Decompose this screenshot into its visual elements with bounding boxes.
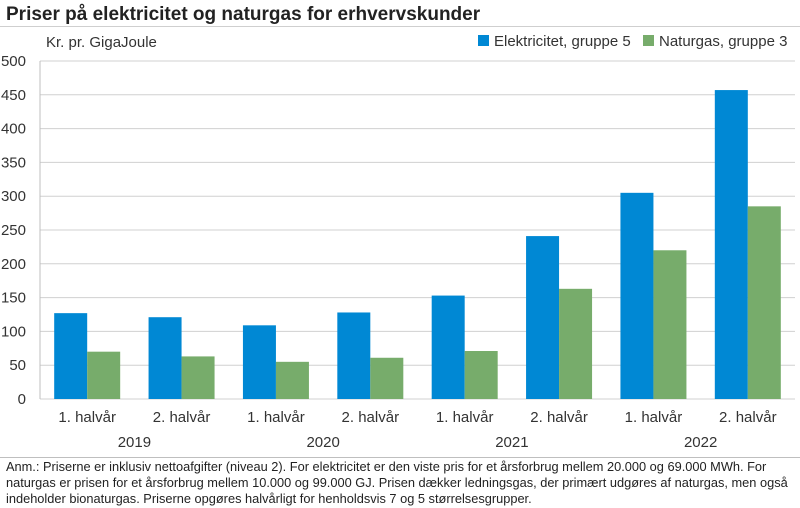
y-axis-label: Kr. pr. GigaJoule: [46, 34, 157, 51]
legend-label: Elektricitet, gruppe 5: [494, 33, 631, 50]
x-tick-label: 1. halvår: [625, 409, 683, 426]
footnote: Anm.: Priserne er inklusiv nettoafgifter…: [6, 459, 788, 506]
x-tick-label: 2. halvår: [719, 409, 777, 426]
bar-chart: 0 50 100 150 200 250 300 350 400 450 500 Kr. pr. Gi…: [1, 33, 795, 451]
y-tick-label: 150: [1, 290, 26, 307]
bar-naturgas: [464, 351, 498, 399]
y-tick-label: 200: [1, 256, 26, 273]
bar-elektricitet: [526, 236, 560, 399]
x-group-label: 2020: [306, 434, 339, 451]
bar-naturgas: [181, 356, 215, 399]
bar-elektricitet: [242, 325, 276, 399]
legend-swatch: [643, 35, 654, 46]
bar-naturgas: [747, 206, 781, 399]
x-group-label: 2021: [495, 434, 528, 451]
y-tick-label: 300: [1, 188, 26, 205]
x-group-label: 2019: [118, 434, 151, 451]
bar-naturgas: [87, 351, 121, 399]
chart-frame: 0 50 100 150 200 250 300 350 400 450 500 Kr. pr. Gi…: [0, 26, 800, 458]
x-tick-label: 1. halvår: [247, 409, 305, 426]
bar-elektricitet: [431, 295, 465, 399]
y-tick-label: 250: [1, 222, 26, 239]
x-tick-label: 2. halvår: [153, 409, 211, 426]
x-tick-label: 2. halvår: [342, 409, 400, 426]
bar-naturgas: [370, 357, 404, 399]
bar-elektricitet: [620, 192, 654, 399]
bar-naturgas: [559, 288, 593, 399]
x-tick-label: 2. halvår: [530, 409, 588, 426]
y-tick-label: 500: [1, 53, 26, 70]
x-tick-label: 1. halvår: [436, 409, 494, 426]
bar-elektricitet: [714, 90, 748, 400]
chart-title: Priser på elektricitet og naturgas for e…: [6, 4, 481, 25]
y-tick-label: 350: [1, 154, 26, 171]
y-tick-label: 0: [18, 391, 26, 408]
bar-elektricitet: [148, 317, 182, 399]
bar-elektricitet: [337, 312, 371, 399]
bar-naturgas: [275, 361, 309, 399]
x-group-label: 2022: [684, 434, 717, 451]
bar-elektricitet: [54, 313, 88, 399]
legend-swatch: [478, 35, 489, 46]
y-tick-label: 450: [1, 87, 26, 104]
y-tick-label: 50: [9, 357, 26, 374]
legend-label: Naturgas, gruppe 3: [659, 33, 787, 50]
y-tick-label: 400: [1, 121, 26, 138]
bar-naturgas: [653, 250, 687, 399]
y-tick-label: 100: [1, 323, 26, 340]
x-tick-label: 1. halvår: [58, 409, 116, 426]
